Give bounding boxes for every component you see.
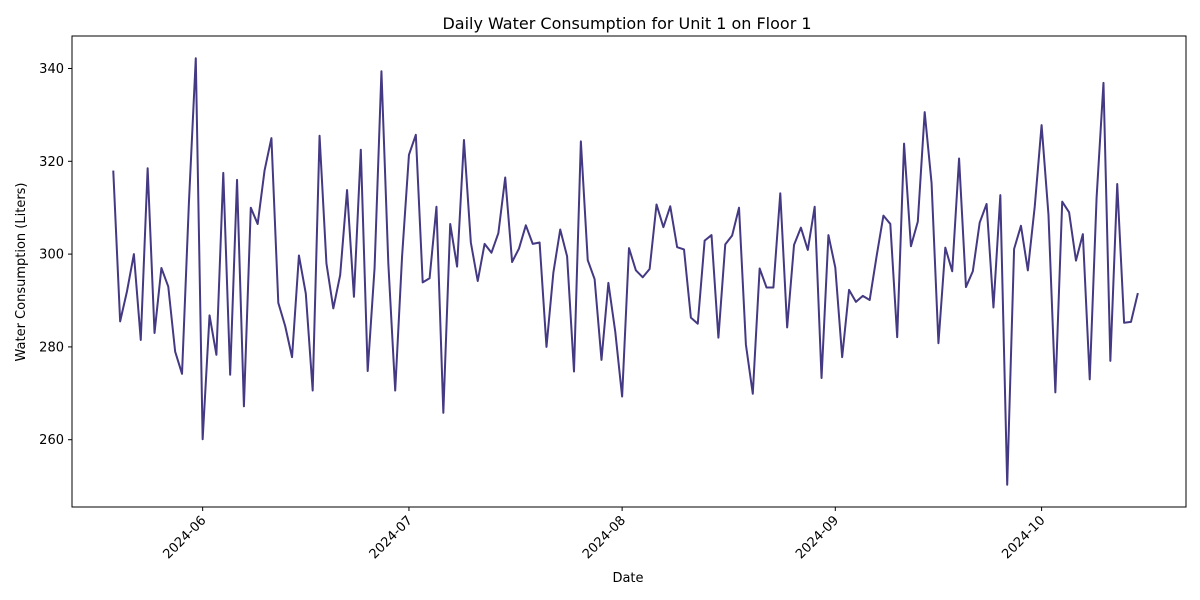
axes-frame (71, 35, 1187, 508)
y-axis: 260 280 300 320 340 (39, 62, 72, 448)
y-axis-label: Water Consumption (Liters) (14, 182, 29, 361)
x-axis: 2024-06 2024-07 2024-08 2024-09 2024-10 (160, 507, 1048, 562)
chart-title: Daily Water Consumption for Unit 1 on Fl… (442, 14, 811, 33)
x-tick-label: 2024-09 (793, 513, 842, 562)
y-tick-label: 320 (39, 155, 64, 170)
x-axis-label: Date (612, 571, 643, 586)
x-tick-label: 2024-06 (160, 513, 209, 562)
series-layer (112, 57, 1139, 486)
y-tick-label: 340 (39, 62, 64, 77)
x-tick-label: 2024-08 (580, 513, 629, 562)
y-tick-label: 280 (39, 340, 64, 355)
y-tick-label: 260 (39, 433, 64, 448)
x-tick-label: 2024-10 (999, 513, 1048, 562)
x-tick-label: 2024-07 (367, 513, 416, 562)
y-tick-label: 300 (39, 248, 64, 263)
series-line (112, 57, 1139, 486)
plot-area (71, 35, 1187, 508)
